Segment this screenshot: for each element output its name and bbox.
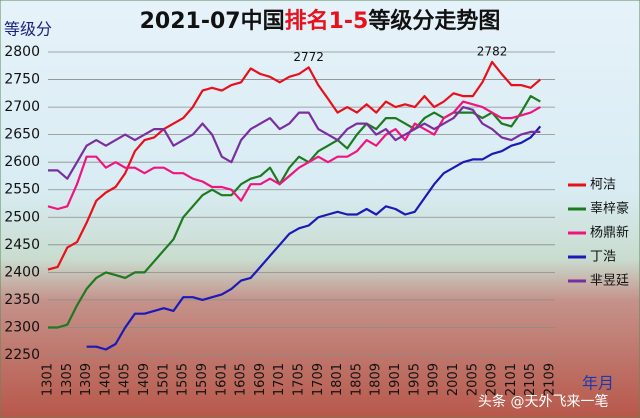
x-tick-label: 1701 [272,363,287,396]
series-line [47,60,542,271]
x-tick-label: 1801 [330,363,345,396]
series-line [47,100,541,211]
legend-label: 丁浩 [590,250,616,265]
x-tick-label: 2109 [543,363,558,396]
chart-title: 2021-07中国排名1-5等级分走势图 [140,8,501,34]
y-tick-label: 2250 [4,347,40,363]
x-axis-label: 年月 [582,374,614,393]
x-tick-label: 1605 [234,363,249,396]
y-tick-label: 2800 [4,44,40,60]
x-tick-label: 1309 [79,363,94,396]
x-tick-label: 1901 [388,363,403,396]
x-tick-label: 1301 [41,363,56,396]
y-tick-label: 2350 [4,292,40,308]
x-tick-label: 1809 [369,363,384,396]
y-tick-label: 2700 [4,99,40,115]
x-tick-label: 1409 [137,363,152,396]
x-tick-label: 2009 [485,363,500,396]
x-tick-label: 1909 [427,363,442,396]
x-tick-label: 1805 [349,363,364,396]
legend-label: 柯洁 [590,178,616,193]
x-tick-label: 1305 [60,363,75,396]
watermark: 头条 @天外飞来一笔 [478,393,608,410]
annotation: 2782 [477,44,508,58]
series-line [86,125,542,351]
x-tick-label: 1405 [118,363,133,396]
x-tick-label: 1905 [407,363,422,396]
x-tick-label: 1709 [311,363,326,396]
legend-label: 芈昱廷 [590,274,629,289]
x-tick-label: 1401 [98,363,113,396]
y-tick-label: 2750 [4,72,40,88]
x-tick-label: 2105 [523,363,538,396]
y-tick-label: 2600 [4,154,40,170]
y-tick-label: 2500 [4,209,40,225]
x-tick-label: 2005 [465,363,480,396]
legend-label: 杨鼎新 [590,225,629,241]
y-tick-label: 2650 [4,127,40,143]
series-line [48,106,541,180]
annotation: 2772 [293,50,324,64]
y-tick-label: 2550 [4,182,40,198]
x-tick-label: 1601 [214,363,229,396]
y-tick-label: 2300 [4,319,40,335]
x-tick-label: 2001 [446,363,461,396]
x-tick-label: 1505 [176,363,191,396]
y-axis-label: 等级分 [4,20,52,39]
x-tick-label: 1609 [253,363,268,396]
title-part: 2021-07中国 [140,9,285,34]
title-part: 等级分走势图 [368,8,500,34]
x-tick-label: 1501 [156,363,171,396]
x-tick-label: 1509 [195,363,210,396]
x-tick-label: 2101 [504,363,519,396]
x-tick-label: 1705 [292,363,307,396]
title-part: 排名1-5 [285,8,369,34]
y-tick-label: 2450 [4,237,40,253]
y-tick-label: 2400 [4,264,40,280]
legend-label: 辜梓豪 [590,201,629,217]
